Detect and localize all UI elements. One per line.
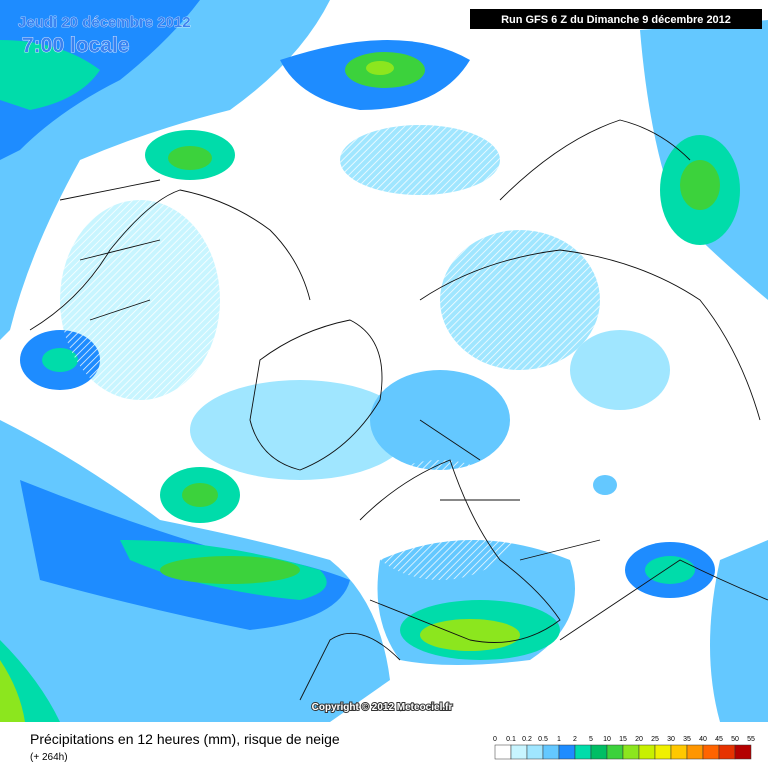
legend-swatch	[622, 744, 640, 760]
legend-label: 35	[683, 736, 691, 743]
color-legend: 0 0.1 0.2 0.5 1 2 5 10 15 20 25 30 35 40 45 50 55	[493, 736, 755, 760]
legend-label: 15	[619, 736, 627, 743]
legend-swatch	[670, 744, 688, 760]
legend-swatch	[494, 744, 512, 760]
copyright: Copyright © 2012 Meteociel.fr	[312, 702, 453, 713]
legend-label: 0.1	[506, 736, 516, 743]
legend-label: 0	[493, 736, 497, 743]
coastlines	[29, 119, 768, 701]
legend-swatch	[526, 744, 544, 760]
legend-label: 10	[603, 736, 611, 743]
legend-label: 30	[667, 736, 675, 743]
legend-swatch	[654, 744, 672, 760]
date-label: Jeudi 20 décembre 2012	[18, 14, 191, 31]
legend-swatch	[638, 744, 656, 760]
legend-label: 25	[651, 736, 659, 743]
legend-label: 5	[589, 736, 593, 743]
run-label: Run GFS 6 Z du Dimanche 9 décembre 2012	[501, 14, 731, 26]
legend-label: 55	[747, 736, 755, 743]
legend-swatch	[606, 744, 624, 760]
legend-label: 40	[699, 736, 707, 743]
snow-hatching	[60, 125, 600, 580]
legend-swatch	[702, 744, 720, 760]
footer-title: Précipitations en 12 heures (mm), risque…	[30, 731, 340, 747]
legend-label: 20	[635, 736, 643, 743]
footer-subtitle: (+ 264h)	[30, 752, 68, 763]
legend-swatch	[718, 744, 736, 760]
legend-label: 0.5	[538, 736, 548, 743]
legend-swatch	[574, 744, 592, 760]
legend-label: 0.2	[522, 736, 532, 743]
legend-swatch	[590, 744, 608, 760]
legend-label: 45	[715, 736, 723, 743]
legend-swatch	[558, 744, 576, 760]
legend-label: 1	[557, 736, 561, 743]
legend-swatch	[686, 744, 704, 760]
time-label: 7:00 locale	[22, 34, 129, 57]
legend-swatch	[510, 744, 528, 760]
legend-label: 2	[573, 736, 577, 743]
run-box	[470, 9, 762, 29]
legend-swatch	[542, 744, 560, 760]
legend-label: 50	[731, 736, 739, 743]
legend-swatch	[734, 744, 752, 760]
